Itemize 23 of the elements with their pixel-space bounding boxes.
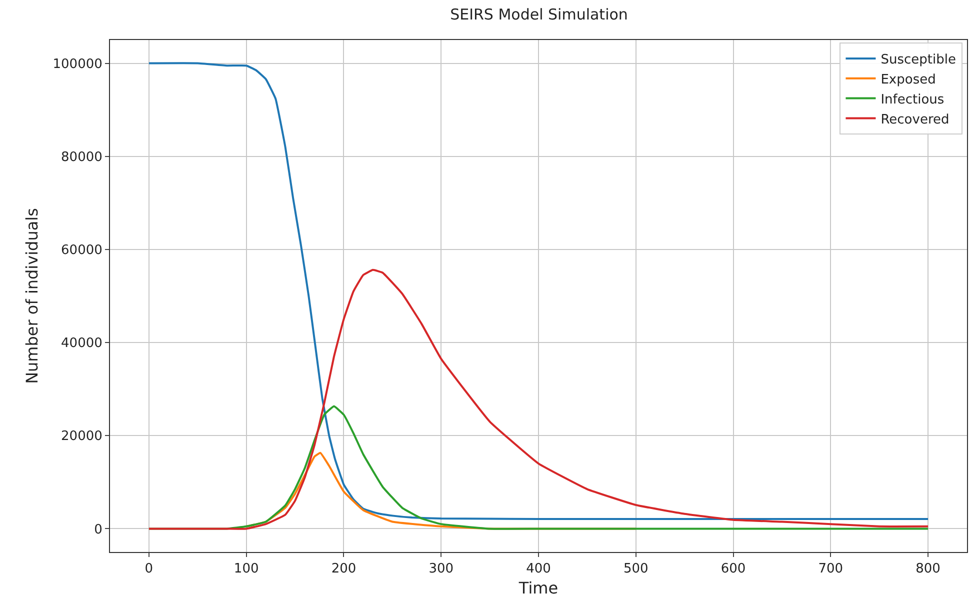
y-tick-label: 100000: [52, 56, 102, 72]
x-tick-label: 100: [234, 562, 259, 577]
x-tick-label: 800: [916, 562, 940, 577]
legend-label: Infectious: [880, 92, 944, 108]
y-tick-label: 80000: [61, 150, 102, 165]
legend-label: Susceptible: [880, 52, 956, 68]
y-tick-label: 0: [94, 522, 102, 538]
y-tick-label: 20000: [61, 429, 102, 444]
x-tick-label: 0: [144, 562, 154, 577]
x-axis-title: Time: [518, 578, 558, 598]
x-tick-label: 400: [526, 562, 551, 577]
y-tick-label: 60000: [61, 243, 102, 258]
x-tick-label: 200: [331, 562, 356, 577]
y-tick-label: 40000: [61, 336, 102, 352]
line-series: [148, 268, 930, 530]
x-tick-label: 700: [818, 562, 844, 577]
x-tick-label: 600: [720, 562, 746, 577]
y-axis-title: Number of individuals: [22, 208, 42, 384]
legend-label: Exposed: [880, 72, 936, 88]
legend-label: Recovered: [880, 112, 950, 128]
chart-title: SEIRS Model Simulation: [450, 6, 628, 24]
x-tick-label: 500: [623, 562, 648, 577]
x-tick-label: 300: [428, 562, 454, 577]
